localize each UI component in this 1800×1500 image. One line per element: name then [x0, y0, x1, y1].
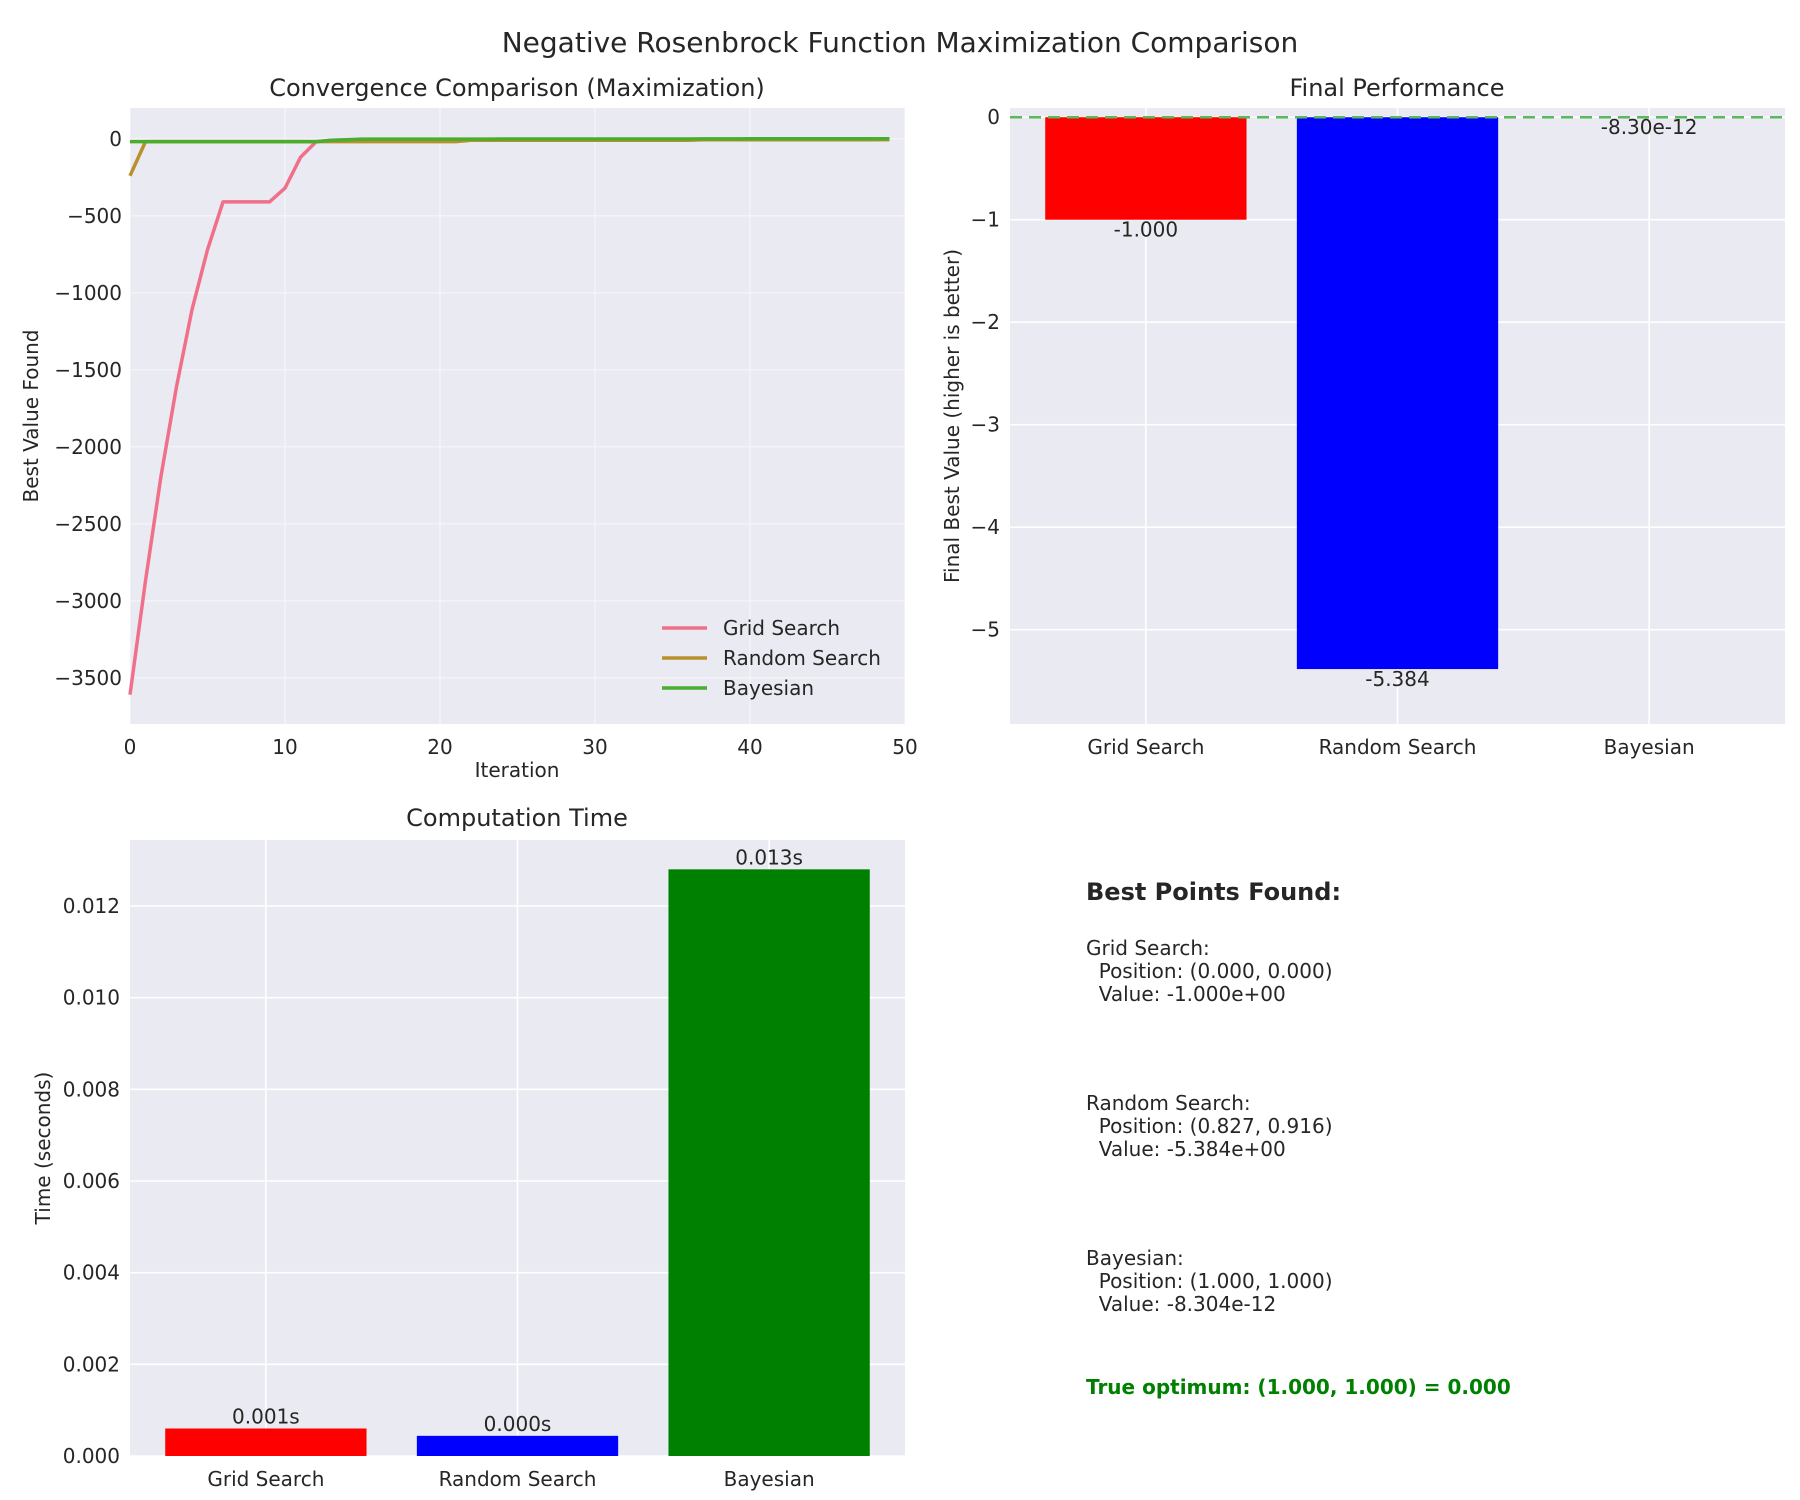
final-performance-y-tick-label: −1 [971, 208, 1000, 232]
computation-time-x-tick-label: Bayesian [724, 1467, 815, 1491]
computation-time-x-tick-label: Random Search [439, 1467, 597, 1491]
data-label-grid-search: -1.000 [1114, 218, 1178, 242]
final-performance-x-tick-label: Bayesian [1604, 735, 1695, 759]
convergence-y-tick-label: 0 [109, 127, 122, 151]
computation-time-y-tick-label: 0.008 [63, 1077, 120, 1101]
bayesian-position: Position: (1.000, 1.000) [1086, 1269, 1333, 1293]
computation-time-y-tick-label: 0.000 [63, 1444, 120, 1468]
computation-time-bars [165, 869, 870, 1456]
bar-grid-search [1045, 117, 1247, 220]
final-performance-bars [1045, 117, 1750, 670]
convergence-gridlines [129, 108, 906, 724]
random-search-position: Position: (0.827, 0.916) [1086, 1114, 1333, 1138]
convergence-panel: 0 10 20 30 40 50 0 −500 −1000 −1500 −2000 −2500 −30… [19, 74, 918, 782]
computation-time-y-tick-label: 0.010 [63, 986, 120, 1010]
convergence-y-ticks: 0 −500 −1000 −1500 −2000 −2500 −3000 −3500 [54, 127, 122, 690]
final-performance-y-tick-label: −4 [971, 515, 1000, 539]
convergence-x-tick-label: 10 [272, 735, 297, 759]
grid-search-name: Grid Search: [1086, 936, 1210, 960]
convergence-plot-area [130, 108, 905, 724]
data-label-random-search: -5.384 [1365, 667, 1429, 691]
final-performance-title: Final Performance [1289, 74, 1504, 102]
convergence-y-tick-label: −2000 [54, 435, 122, 459]
true-optimum-note: True optimum: (1.000, 1.000) = 0.000 [1086, 1375, 1511, 1399]
convergence-title: Convergence Comparison (Maximization) [269, 74, 765, 102]
bayesian-value: Value: -8.304e-12 [1086, 1292, 1276, 1316]
convergence-x-tick-label: 0 [124, 735, 137, 759]
legend-label-grid-search: Grid Search [723, 616, 840, 640]
final-performance-y-tick-label: −3 [971, 413, 1000, 437]
grid-search-value: Value: -1.000e+00 [1086, 982, 1286, 1006]
best-points-panel: Best Points Found: Grid Search: Position… [1086, 878, 1511, 1399]
convergence-y-label: Best Value Found [19, 330, 43, 503]
computation-time-x-ticks: Grid Search Random Search Bayesian [207, 1467, 814, 1491]
convergence-y-tick-label: −500 [67, 204, 122, 228]
legend-label-random-search: Random Search [723, 646, 881, 670]
final-performance-x-ticks: Grid Search Random Search Bayesian [1087, 735, 1694, 759]
convergence-x-label: Iteration [475, 758, 560, 782]
final-performance-y-tick-label: 0 [987, 105, 1000, 129]
bayesian-name: Bayesian: [1086, 1246, 1184, 1270]
series-line-bayesian [130, 137, 890, 144]
convergence-y-tick-label: −2500 [54, 512, 122, 536]
time-data-label-random-search: 0.000s [484, 1412, 552, 1436]
final-performance-x-tick-label: Grid Search [1087, 735, 1204, 759]
time-bar-bayesian [668, 869, 870, 1456]
computation-time-x-tick-label: Grid Search [207, 1467, 324, 1491]
time-data-label-grid-search: 0.001s [232, 1405, 300, 1429]
best-points-heading: Best Points Found: [1086, 878, 1341, 906]
convergence-legend: Grid Search Random Search Bayesian [662, 616, 881, 700]
time-bar-grid-search [165, 1428, 367, 1456]
convergence-y-tick-label: −1500 [54, 358, 122, 382]
convergence-lines [128, 137, 890, 695]
final-performance-y-ticks: 0 −1 −2 −3 −4 −5 [971, 105, 1000, 641]
convergence-x-tick-label: 50 [892, 735, 917, 759]
final-performance-x-tick-label: Random Search [1319, 735, 1477, 759]
computation-time-y-tick-label: 0.006 [63, 1169, 120, 1193]
data-label-bayesian: -8.30e-12 [1601, 115, 1698, 139]
computation-time-data-labels: 0.001s 0.000s 0.013s [232, 845, 803, 1436]
final-performance-y-tick-label: −5 [971, 618, 1000, 642]
time-data-label-bayesian: 0.013s [735, 845, 803, 869]
random-search-value: Value: -5.384e+00 [1086, 1137, 1286, 1161]
computation-time-y-label: Time (seconds) [31, 1072, 55, 1226]
final-performance-data-labels: -1.000 -5.384 -8.30e-12 [1114, 115, 1698, 691]
final-performance-y-tick-label: −2 [971, 310, 1000, 334]
computation-time-title: Computation Time [406, 804, 628, 832]
computation-time-y-ticks: 0.000 0.002 0.004 0.006 0.008 0.010 0.012 [63, 894, 120, 1468]
convergence-y-tick-label: −3000 [54, 589, 122, 613]
computation-time-y-tick-label: 0.012 [63, 894, 120, 918]
grid-search-position: Position: (0.000, 0.000) [1086, 959, 1333, 983]
computation-time-y-tick-label: 0.002 [63, 1352, 120, 1376]
convergence-y-tick-label: −3500 [54, 666, 122, 690]
legend-label-bayesian: Bayesian [723, 676, 814, 700]
convergence-x-tick-label: 20 [427, 735, 452, 759]
convergence-y-tick-label: −1000 [54, 281, 122, 305]
convergence-x-ticks: 0 10 20 30 40 50 [124, 735, 918, 759]
final-performance-y-label: Final Best Value (higher is better) [940, 249, 964, 583]
convergence-x-tick-label: 30 [582, 735, 607, 759]
time-bar-random-search [416, 1435, 619, 1456]
computation-time-panel: 0.001s 0.000s 0.013s Grid Search Random Sea… [31, 804, 905, 1491]
convergence-x-tick-label: 40 [737, 735, 762, 759]
random-search-name: Random Search: [1086, 1091, 1251, 1115]
computation-time-y-tick-label: 0.004 [63, 1261, 120, 1285]
final-performance-panel: -1.000 -5.384 -8.30e-12 Grid Search Random … [940, 74, 1785, 759]
bar-random-search [1296, 117, 1499, 670]
figure-title: Negative Rosenbrock Function Maximizatio… [502, 26, 1299, 59]
